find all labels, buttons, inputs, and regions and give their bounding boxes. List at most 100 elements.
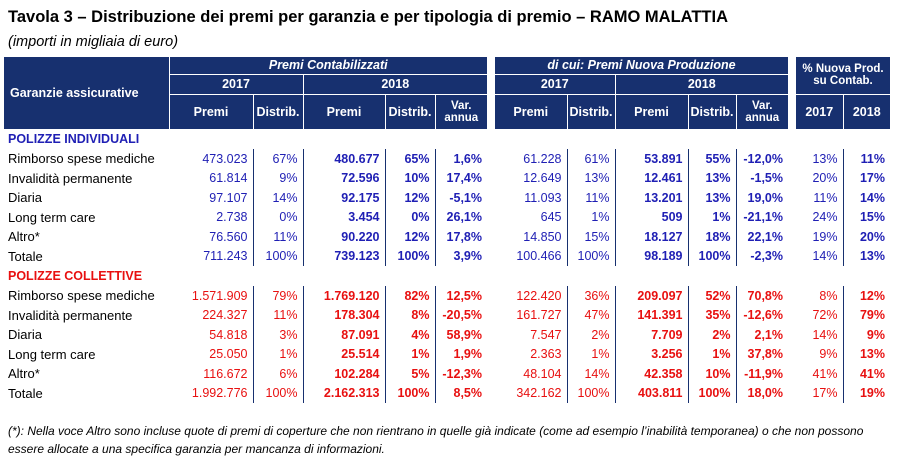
cell-value: 17,4% (434, 168, 487, 188)
group-header-nuova-produzione: di cui: Premi Nuova Produzione (495, 57, 788, 74)
cell-value: 1.992.776 (191, 386, 248, 401)
cell-value: 10% (687, 364, 736, 384)
cell-value: 7.547 (530, 327, 562, 342)
cell-value: 473.023 (202, 151, 248, 166)
cell-value: 82% (384, 286, 435, 306)
cell-value: 4% (384, 325, 435, 345)
cell-value: 14% (842, 188, 890, 208)
cell-value: 26,1% (434, 207, 487, 227)
cell-value: 3.256 (614, 344, 688, 364)
cell-value: 14% (812, 249, 838, 264)
cell-value: 10% (384, 168, 435, 188)
cell-value: 224.327 (202, 308, 248, 323)
section-header: POLIZZE INDIVIDUALI (8, 132, 140, 146)
cell-value: 8% (384, 305, 435, 325)
cell-value: 1% (384, 344, 435, 364)
cell-value: 79% (842, 305, 890, 325)
col-header-pct-2017: 2017 (796, 93, 843, 129)
cell-value: 12% (384, 227, 435, 247)
cell-value: 2.162.313 (302, 383, 385, 403)
cell-value: 36% (566, 286, 615, 306)
cell-value: 47% (566, 305, 615, 325)
cell-value: 0% (384, 207, 435, 227)
cell-value: 3,9% (434, 246, 487, 266)
cell-value: 3% (252, 325, 303, 345)
cell-value: 54.818 (209, 327, 248, 342)
cell-value: 100% (384, 246, 435, 266)
table-row: Diaria 54.818 3% 87.091 4% 58,9% 7.547 2% 7.709 2… (4, 325, 890, 345)
table-row: Rimborso spese mediche 473.023 67% 480.677 6… (4, 149, 890, 169)
cell-value: -5,1% (434, 188, 487, 208)
row-label: Totale (8, 385, 43, 401)
cell-value: 1.769.120 (302, 286, 385, 306)
cell-value: 2.363 (530, 347, 562, 362)
cell-value: 141.391 (614, 305, 688, 325)
cell-value: 100% (252, 383, 303, 403)
cell-value: 13% (687, 168, 736, 188)
cell-value: 19,0% (735, 188, 788, 208)
cell-value: 22,1% (735, 227, 788, 247)
cell-value: 41% (842, 364, 890, 384)
col-header-var: Var. annua (735, 93, 788, 129)
cell-value: 97.107 (209, 190, 248, 205)
row-label: Rimborso spese mediche (8, 288, 155, 304)
col-header-distrib: Distrib. (252, 93, 303, 129)
table-row: Totale 711.243 100% 739.123 100% 3,9% 100.466 1… (4, 246, 890, 266)
group-header-pct: % Nuova Prod. su Contab. (796, 57, 890, 94)
cell-value: -11,9% (735, 364, 788, 384)
cell-value: 25.050 (209, 347, 248, 362)
cell-value: 100% (566, 383, 615, 403)
cell-value: 11% (252, 305, 303, 325)
cell-value: 65% (384, 149, 435, 169)
cell-value: 8% (819, 288, 838, 303)
footnote: (*): Nella voce Altro sono incluse quote… (8, 424, 864, 456)
cell-value: 90.220 (302, 227, 385, 247)
cell-value: 11% (252, 227, 303, 247)
cell-value: 79% (252, 286, 303, 306)
cell-value: 92.175 (302, 188, 385, 208)
cell-value: 42.358 (614, 364, 688, 384)
cell-value: -12,0% (735, 149, 788, 169)
cell-value: 12.649 (523, 171, 562, 186)
col-header-var: Var. annua (434, 93, 487, 129)
cell-value: 13% (842, 246, 890, 266)
cell-value: 161.727 (516, 308, 562, 323)
table-row: Invalidità permanente 61.814 9% 72.596 10% 17… (4, 168, 890, 188)
cell-value: 48.104 (523, 366, 562, 381)
cell-value: 116.672 (203, 366, 248, 381)
table-row: Totale 1.992.776 100% 2.162.313 100% 8,5% 342.… (4, 383, 890, 403)
cell-value: 11% (566, 188, 615, 208)
cell-value: 20% (812, 171, 838, 186)
cell-value: 13% (687, 188, 736, 208)
row-label-header: Garanzie assicurative (4, 57, 169, 129)
cell-value: 61.228 (523, 151, 562, 166)
cell-value: 509 (614, 207, 688, 227)
cell-value: 178.304 (302, 305, 385, 325)
cell-value: 403.811 (614, 383, 688, 403)
cell-value: 2% (566, 325, 615, 345)
cell-value: 53.891 (614, 149, 688, 169)
table-row: Rimborso spese mediche 1.571.909 79% 1.769.… (4, 286, 890, 306)
cell-value: 5% (384, 364, 435, 384)
cell-value: 6% (252, 364, 303, 384)
col-header-premi: Premi (614, 93, 688, 129)
cell-value: 61.814 (209, 171, 248, 186)
cell-value: 76.560 (209, 229, 248, 244)
cell-value: 11.093 (524, 190, 562, 205)
cell-value: 19% (812, 229, 838, 244)
cell-value: 37,8% (735, 344, 788, 364)
cell-value: -12,6% (735, 305, 788, 325)
cell-value: 13% (566, 168, 615, 188)
section-header: POLIZZE COLLETTIVE (8, 269, 143, 283)
year-header-2018: 2018 (302, 73, 487, 94)
cell-value: 9% (842, 325, 890, 345)
cell-value: -12,3% (434, 364, 487, 384)
col-header-distrib: Distrib. (384, 93, 435, 129)
table-title: Tavola 3 – Distribuzione dei premi per g… (8, 8, 728, 26)
cell-value: 13% (842, 344, 890, 364)
cell-value: -20,5% (434, 305, 487, 325)
cell-value: 19% (842, 383, 890, 403)
cell-value: 7.709 (614, 325, 688, 345)
group-header-contab: Premi Contabilizzati (168, 57, 487, 74)
cell-value: 1,9% (434, 344, 487, 364)
